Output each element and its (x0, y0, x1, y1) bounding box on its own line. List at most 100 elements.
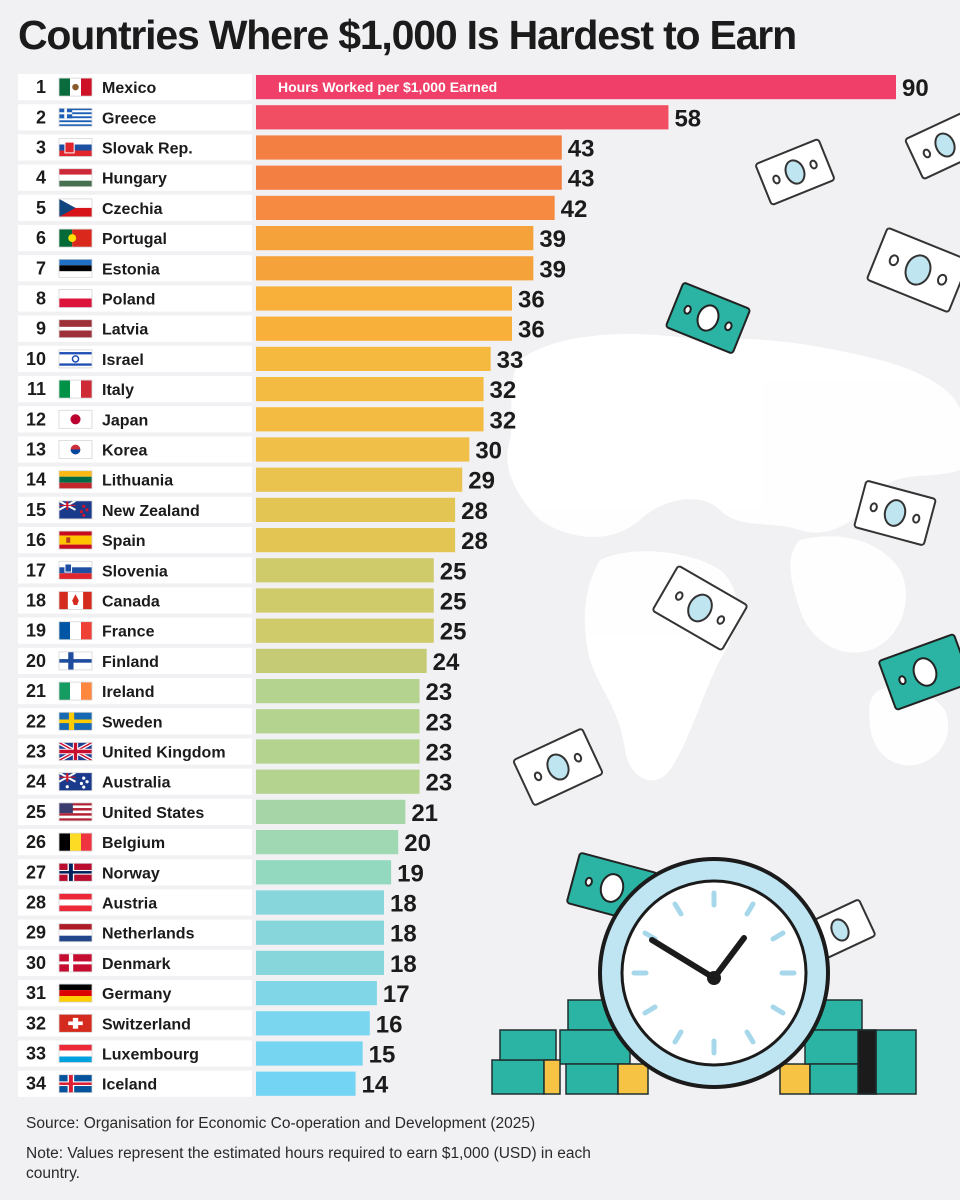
table-row: 5 Czechia 42 (18, 194, 588, 223)
value-label: 43 (568, 166, 595, 193)
greece-flag (58, 107, 93, 127)
row-label-background (18, 104, 252, 131)
country-name: Luxembourg (102, 1047, 199, 1064)
rank-label: 3 (36, 138, 46, 158)
table-row: 25 United States 21 (18, 798, 438, 827)
row-label-background (18, 1010, 252, 1037)
table-row: 18 Canada 25 (18, 587, 466, 616)
row-label-background (18, 1040, 252, 1067)
table-row: 2 Greece 58 (18, 104, 701, 132)
table-row: 9 Latvia 36 (18, 315, 545, 344)
value-label: 24 (433, 649, 460, 676)
hungary-flag (58, 168, 93, 188)
row-label-background (18, 134, 252, 161)
bar (256, 950, 384, 975)
value-label: 18 (390, 921, 417, 948)
bar (256, 528, 456, 553)
table-row: 13 Korea 30 (18, 436, 502, 465)
value-label: 18 (390, 891, 417, 918)
bar (256, 497, 456, 522)
czechia-flag (58, 198, 93, 218)
italy-flag (58, 379, 93, 399)
row-label-background (18, 708, 252, 735)
rank-label: 23 (26, 742, 46, 762)
value-label: 14 (362, 1072, 389, 1099)
bar (256, 830, 399, 855)
new-zealand-flag (58, 500, 93, 520)
rank-label: 13 (26, 440, 46, 460)
country-name: Portugal (102, 231, 167, 248)
bar (256, 739, 420, 764)
portugal-flag (58, 228, 93, 248)
value-label: 25 (440, 558, 467, 585)
table-row: 15 New Zealand 28 (18, 496, 488, 525)
country-name: Australia (102, 775, 171, 792)
alarm-clock-icon (598, 857, 830, 1089)
table-row: 19 France 25 (18, 617, 466, 646)
belgium-flag (58, 832, 93, 852)
page-title: Countries Where $1,000 Is Hardest to Ear… (18, 12, 797, 58)
bar (256, 558, 434, 583)
source-text: Source: Organisation for Economic Co-ope… (26, 1115, 536, 1132)
table-row: 3 Slovak Rep. 43 (18, 134, 594, 163)
table-row: 14 Lithuania 29 (18, 466, 495, 495)
bar (256, 769, 420, 794)
country-name: Slovak Rep. (102, 141, 193, 158)
table-row: 10 Israel 33 (18, 345, 524, 374)
value-label: 39 (539, 256, 566, 283)
rank-label: 8 (36, 289, 46, 309)
value-label: 32 (490, 407, 517, 434)
bar (256, 256, 534, 281)
row-label-background (18, 919, 252, 946)
row-label-background (18, 285, 252, 312)
bar (256, 467, 463, 492)
row-label-background (18, 315, 252, 342)
row-label-background (18, 164, 252, 191)
lithuania-flag (58, 470, 93, 490)
row-label-background (18, 376, 252, 403)
table-row: 27 Norway 19 (18, 859, 424, 887)
rank-label: 9 (36, 319, 46, 339)
bar (256, 346, 491, 371)
country-name: Hungary (102, 171, 167, 188)
country-name: Iceland (102, 1077, 157, 1094)
bar (256, 1041, 363, 1066)
bar (256, 407, 484, 432)
rank-label: 29 (26, 923, 46, 943)
japan-flag (58, 409, 93, 429)
row-label-background (18, 557, 252, 584)
rank-label: 25 (26, 802, 46, 822)
bar (256, 860, 392, 885)
value-label: 29 (468, 468, 495, 495)
rank-label: 12 (26, 409, 46, 429)
rank-label: 32 (26, 1013, 46, 1033)
value-label: 21 (411, 800, 438, 827)
table-row: 28 Austria 18 (18, 889, 417, 918)
row-label-background (18, 678, 252, 705)
country-name: Belgium (102, 835, 165, 852)
netherlands-flag (58, 923, 93, 943)
rank-label: 7 (36, 258, 46, 278)
rank-label: 2 (36, 107, 46, 127)
table-row: 16 Spain 28 (18, 527, 488, 555)
value-label: 15 (369, 1042, 396, 1069)
row-label-background (18, 74, 252, 101)
value-label: 17 (383, 981, 410, 1008)
country-name: Japan (102, 412, 148, 429)
country-name: Norway (102, 865, 160, 882)
value-label: 33 (497, 347, 524, 374)
bar (256, 105, 669, 130)
row-label-background (18, 798, 252, 825)
note-text: Note: Values represent the estimated hou… (26, 1145, 591, 1182)
country-name: Germany (102, 986, 171, 1003)
row-label-background (18, 1070, 252, 1097)
value-label: 18 (390, 951, 417, 978)
rank-label: 10 (26, 349, 46, 369)
value-label: 36 (518, 317, 545, 344)
rank-label: 33 (26, 1044, 46, 1064)
value-label: 32 (490, 377, 517, 404)
series-label: Hours Worked per $1,000 Earned (278, 79, 497, 95)
iceland-flag (58, 1074, 93, 1094)
value-label: 42 (561, 196, 588, 223)
